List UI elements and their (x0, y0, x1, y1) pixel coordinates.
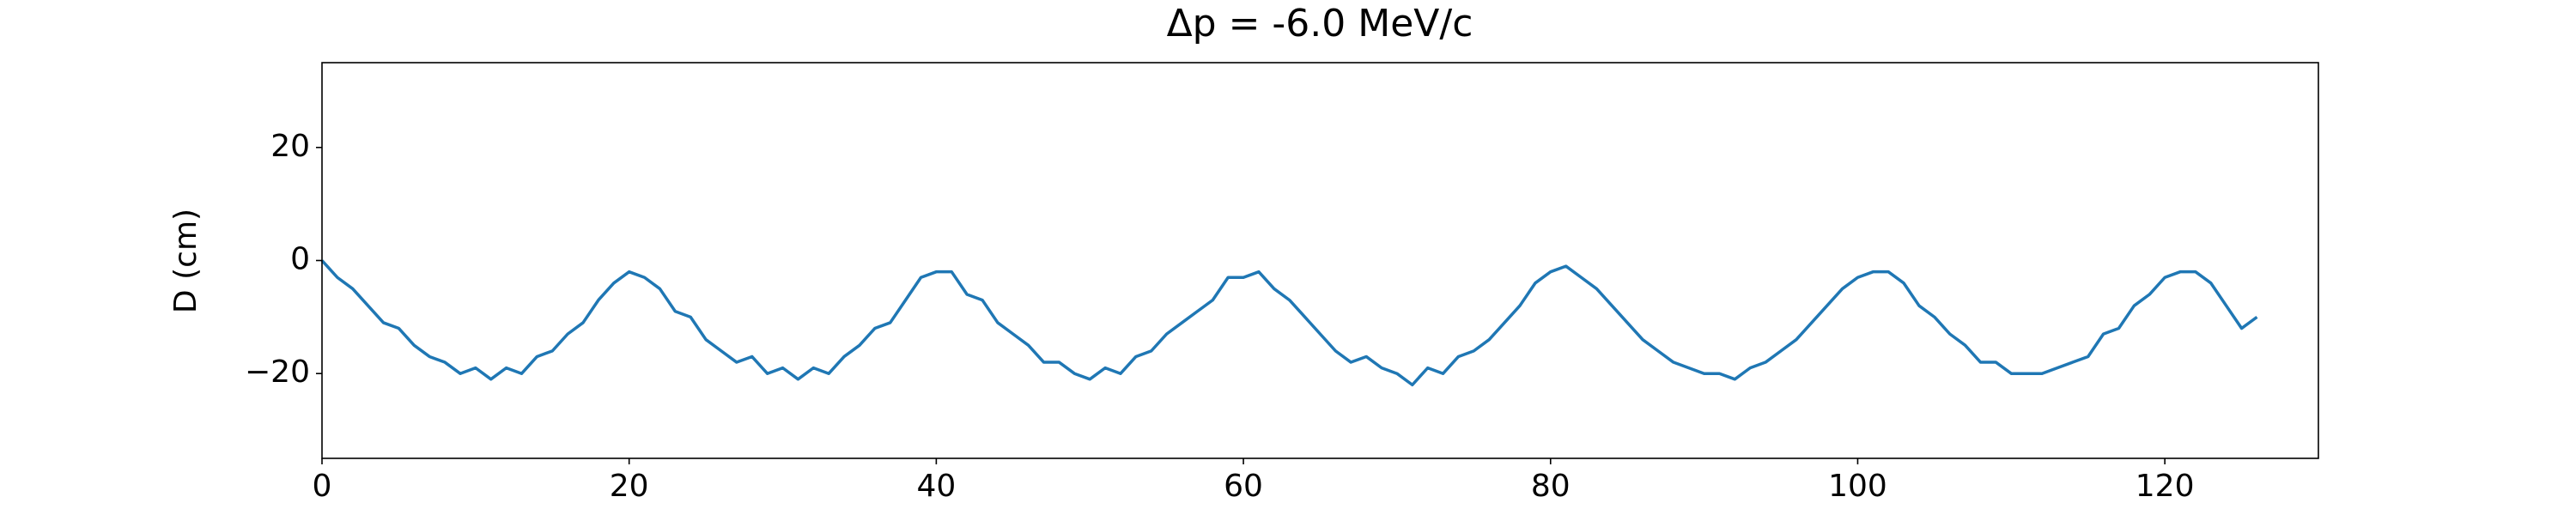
y-tick-label: −20 (245, 354, 310, 390)
x-tick-label: 120 (2136, 469, 2195, 504)
x-tick-label: 20 (610, 469, 649, 504)
y-tick-label: 20 (270, 129, 310, 164)
x-tick-label: 0 (313, 469, 332, 504)
x-tick-label: 40 (916, 469, 956, 504)
x-tick-label: 80 (1531, 469, 1571, 504)
data-line (320, 259, 2258, 387)
chart-title: Δp = -6.0 MeV/c (1167, 2, 1473, 45)
plot-frame (321, 62, 2319, 459)
x-tick-label: 60 (1224, 469, 1263, 504)
y-axis-label: D (cm) (168, 209, 204, 313)
x-tick-label: 100 (1828, 469, 1887, 504)
y-tick-label: 0 (290, 242, 310, 277)
